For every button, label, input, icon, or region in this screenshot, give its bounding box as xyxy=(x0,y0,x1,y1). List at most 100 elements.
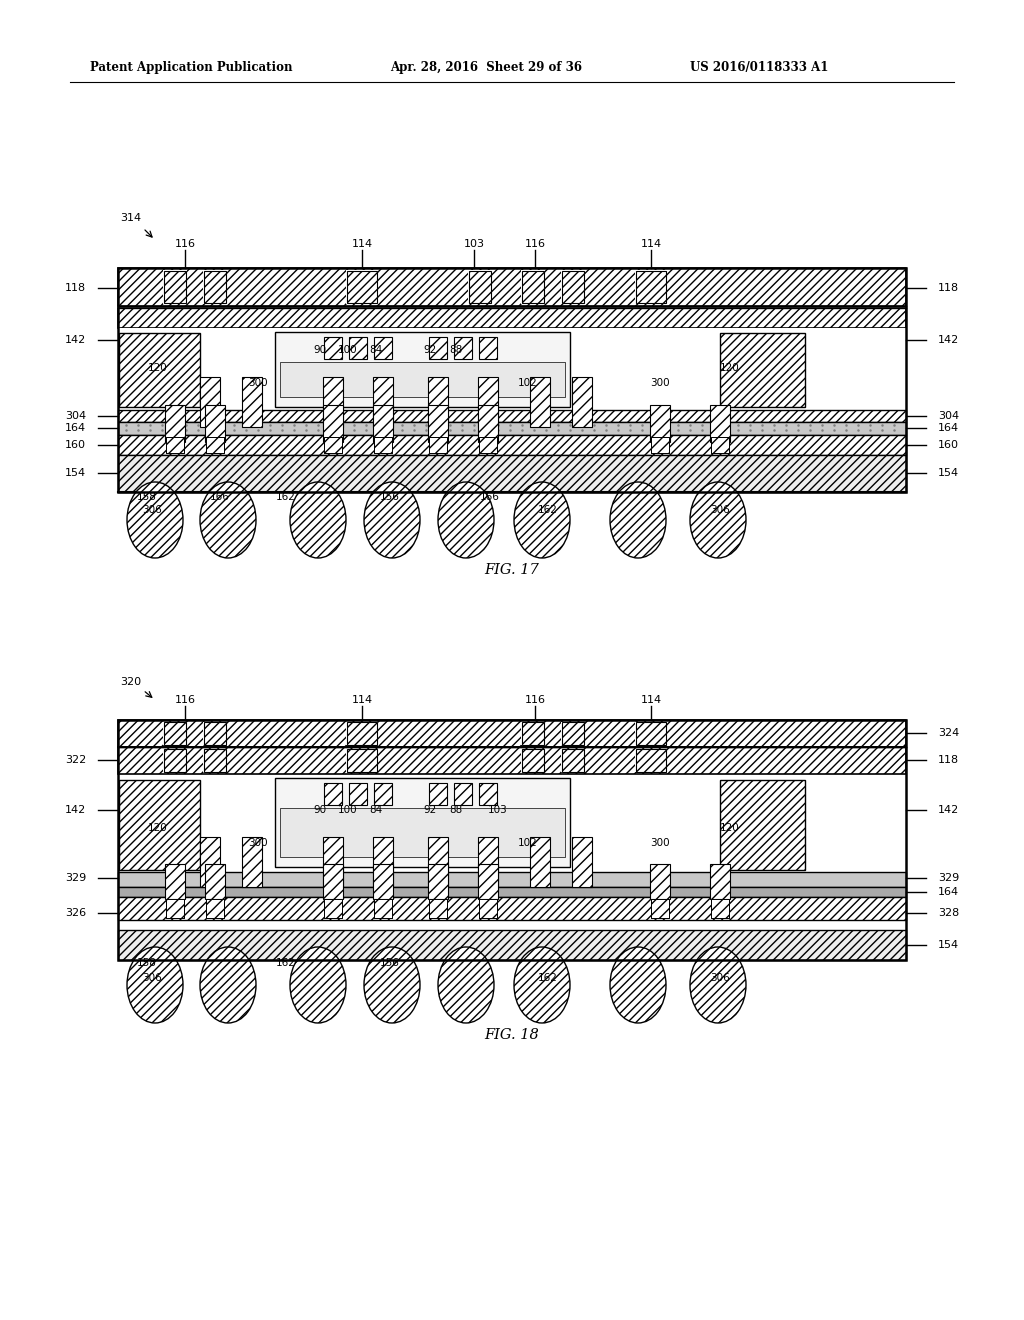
Text: 84: 84 xyxy=(370,805,383,814)
Bar xyxy=(118,873,906,887)
Bar xyxy=(479,899,497,917)
Text: 160: 160 xyxy=(65,440,86,450)
Bar xyxy=(478,378,498,426)
Bar xyxy=(118,719,906,960)
Text: 142: 142 xyxy=(938,335,959,345)
Text: 118: 118 xyxy=(65,282,86,293)
Bar xyxy=(118,268,906,492)
Bar xyxy=(200,378,220,426)
Bar xyxy=(454,337,472,359)
Bar xyxy=(572,378,592,426)
Ellipse shape xyxy=(438,482,494,558)
Bar xyxy=(275,333,570,407)
Bar xyxy=(280,362,565,397)
Text: Apr. 28, 2016  Sheet 29 of 36: Apr. 28, 2016 Sheet 29 of 36 xyxy=(390,62,582,74)
Bar xyxy=(429,783,447,805)
Bar xyxy=(572,837,592,887)
Bar xyxy=(164,722,186,744)
Bar xyxy=(711,899,729,917)
Bar xyxy=(118,455,906,492)
Text: 306: 306 xyxy=(142,973,162,983)
Bar xyxy=(635,748,667,772)
Ellipse shape xyxy=(200,946,256,1023)
Text: 92: 92 xyxy=(423,805,436,814)
Bar xyxy=(651,899,669,917)
Bar xyxy=(346,271,378,304)
Bar xyxy=(374,899,392,917)
Bar xyxy=(469,271,490,304)
Bar xyxy=(323,837,343,887)
Bar xyxy=(118,887,906,898)
Text: 164: 164 xyxy=(65,422,86,433)
Bar xyxy=(479,783,497,805)
Bar xyxy=(165,405,185,442)
Bar xyxy=(429,437,447,453)
Bar xyxy=(275,777,570,867)
Bar xyxy=(561,748,585,772)
Text: 306: 306 xyxy=(142,506,162,515)
Bar xyxy=(203,748,227,772)
Bar xyxy=(428,865,449,899)
Bar xyxy=(163,722,187,744)
Text: 329: 329 xyxy=(65,873,86,883)
Text: 156: 156 xyxy=(380,958,400,968)
Bar xyxy=(206,437,224,453)
Text: 116: 116 xyxy=(524,239,546,249)
Text: 142: 142 xyxy=(938,805,959,814)
Text: 118: 118 xyxy=(938,755,959,766)
Bar xyxy=(346,722,378,744)
Text: 114: 114 xyxy=(351,239,373,249)
Text: 84: 84 xyxy=(370,345,383,355)
Ellipse shape xyxy=(438,946,494,1023)
Bar xyxy=(118,719,906,747)
Text: 306: 306 xyxy=(710,973,730,983)
Bar xyxy=(479,437,497,453)
Text: 88: 88 xyxy=(450,805,463,814)
Text: 156: 156 xyxy=(380,492,400,502)
Bar xyxy=(429,899,447,917)
Text: 162: 162 xyxy=(276,958,296,968)
Text: Patent Application Publication: Patent Application Publication xyxy=(90,62,293,74)
Bar xyxy=(478,405,498,442)
Ellipse shape xyxy=(690,482,746,558)
Text: 100: 100 xyxy=(338,805,357,814)
Text: 166: 166 xyxy=(480,492,500,502)
Text: 300: 300 xyxy=(248,378,268,388)
Text: 162: 162 xyxy=(538,973,558,983)
Bar xyxy=(324,437,342,453)
Bar xyxy=(651,899,669,917)
Text: FIG. 17: FIG. 17 xyxy=(484,564,540,577)
Bar xyxy=(346,748,378,772)
Text: US 2016/0118333 A1: US 2016/0118333 A1 xyxy=(690,62,828,74)
Bar xyxy=(118,898,906,920)
Bar xyxy=(454,783,472,805)
Bar xyxy=(118,327,906,411)
Bar xyxy=(479,337,497,359)
Text: 306: 306 xyxy=(710,506,730,515)
Text: 300: 300 xyxy=(650,838,670,847)
Bar xyxy=(651,437,669,453)
Bar xyxy=(373,837,393,887)
Bar xyxy=(118,411,906,422)
Bar xyxy=(711,437,729,453)
Text: 116: 116 xyxy=(174,696,196,705)
Bar xyxy=(206,437,224,453)
Bar xyxy=(242,837,262,887)
Bar xyxy=(205,405,225,442)
Bar xyxy=(349,337,367,359)
Bar xyxy=(118,268,906,306)
Text: 102: 102 xyxy=(518,378,538,388)
Bar xyxy=(562,748,584,772)
Ellipse shape xyxy=(610,482,666,558)
Bar xyxy=(521,748,545,772)
Bar xyxy=(374,437,392,453)
Bar xyxy=(479,437,497,453)
Bar xyxy=(166,899,184,917)
Bar xyxy=(118,436,906,455)
Text: 120: 120 xyxy=(720,363,740,374)
Bar xyxy=(651,437,669,453)
Bar xyxy=(374,899,392,917)
Text: 158: 158 xyxy=(137,958,157,968)
Bar xyxy=(347,271,377,304)
Text: 114: 114 xyxy=(351,696,373,705)
